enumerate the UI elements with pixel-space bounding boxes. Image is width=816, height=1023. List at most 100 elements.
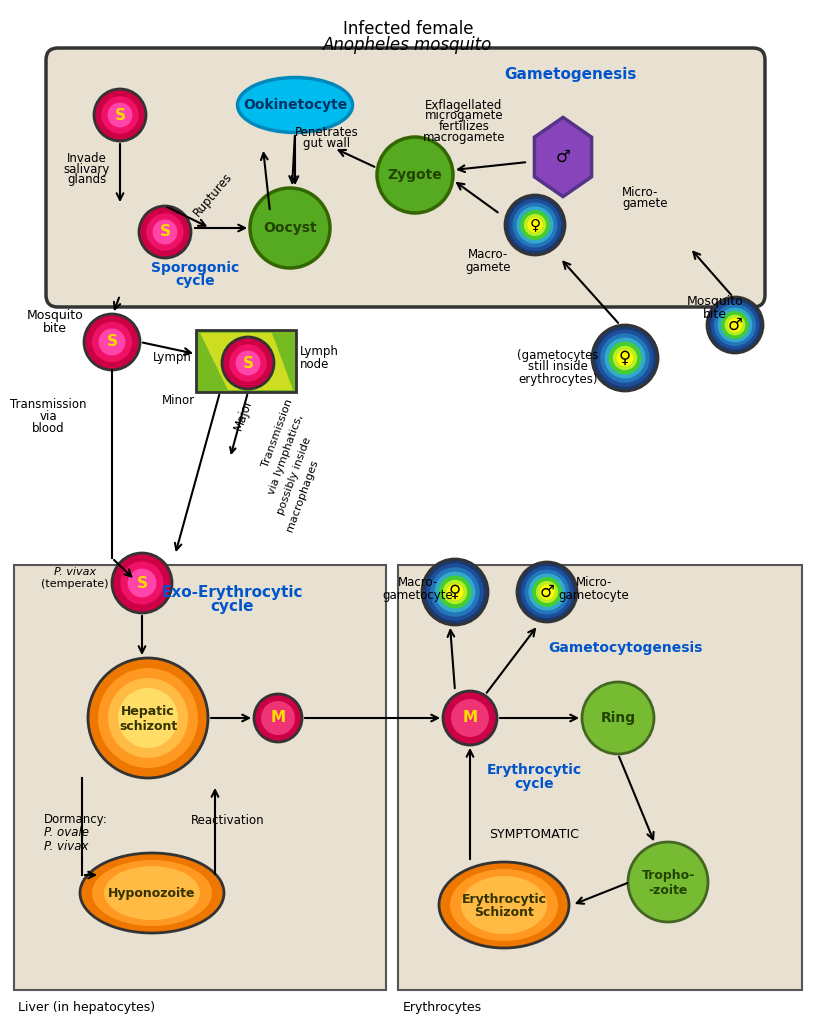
Ellipse shape [461,876,547,934]
Text: Micro-: Micro- [622,186,659,199]
Circle shape [422,559,488,625]
Circle shape [525,570,570,615]
Text: Micro-: Micro- [576,577,612,589]
Text: gamete: gamete [622,197,667,211]
Circle shape [261,701,295,735]
Circle shape [236,351,260,375]
Circle shape [596,329,654,387]
Text: Erythrocytes: Erythrocytes [403,1002,482,1015]
Text: Mosquito: Mosquito [27,310,83,322]
FancyBboxPatch shape [196,330,296,392]
Text: glands: glands [68,174,107,186]
Text: Minor: Minor [162,394,194,406]
Circle shape [539,584,555,599]
Circle shape [146,213,184,251]
Text: Macro-: Macro- [468,249,508,262]
Circle shape [250,188,330,268]
Text: microgamete: microgamete [424,109,503,123]
Circle shape [108,102,132,128]
Circle shape [520,210,550,240]
Circle shape [613,346,637,370]
Text: Tropho-: Tropho- [641,870,694,883]
Text: Liver (in hepatocytes): Liver (in hepatocytes) [18,1002,155,1015]
Text: Erythrocytic: Erythrocytic [462,892,547,905]
Ellipse shape [439,862,569,948]
Text: macrophages: macrophages [284,458,320,533]
Text: SYMPTOMATIC: SYMPTOMATIC [489,829,579,842]
Text: Lymph: Lymph [300,346,339,358]
Text: S: S [136,576,148,590]
Text: gut wall: gut wall [304,136,351,149]
Circle shape [443,580,468,605]
Circle shape [714,304,756,346]
Circle shape [707,297,763,353]
Ellipse shape [104,866,200,920]
Text: Reactivation: Reactivation [191,813,265,827]
Circle shape [609,342,641,374]
Circle shape [222,337,274,389]
FancyBboxPatch shape [46,48,765,307]
Ellipse shape [450,869,558,941]
Text: (temperate): (temperate) [42,579,109,589]
Circle shape [728,318,742,332]
Text: gametocyte: gametocyte [383,588,454,602]
Circle shape [426,564,484,621]
Text: via lymphatics,: via lymphatics, [267,413,305,496]
Circle shape [592,325,658,391]
Circle shape [512,203,557,248]
Text: cycle: cycle [211,599,254,615]
Circle shape [527,218,543,232]
Circle shape [435,572,476,613]
Text: cycle: cycle [175,274,215,288]
Circle shape [438,576,472,609]
Circle shape [84,314,140,370]
FancyBboxPatch shape [14,565,386,990]
Text: Transmission: Transmission [260,398,294,469]
Circle shape [377,137,453,213]
Text: Infected female: Infected female [343,20,473,38]
Circle shape [628,842,708,922]
Circle shape [536,581,558,604]
Text: ♀: ♀ [619,349,631,367]
Circle shape [717,308,752,343]
Text: S: S [114,107,126,123]
Circle shape [139,206,191,258]
Circle shape [229,345,267,382]
Circle shape [92,322,132,362]
Text: gamete: gamete [465,261,511,273]
Text: bite: bite [43,321,67,335]
Text: Ring: Ring [601,711,636,725]
Text: salivary: salivary [64,163,110,176]
Text: Transmission: Transmission [10,399,86,411]
Text: (gametocytes: (gametocytes [517,349,599,361]
Circle shape [430,567,480,617]
Text: schizont: schizont [119,719,177,732]
Text: Sporogonic: Sporogonic [151,261,239,275]
Circle shape [524,214,546,236]
Circle shape [521,566,573,618]
Circle shape [601,333,650,383]
Text: ♀: ♀ [449,583,461,601]
Circle shape [108,678,188,758]
Circle shape [582,682,654,754]
Circle shape [517,207,553,243]
Circle shape [101,96,139,134]
Text: Ookinetocyte: Ookinetocyte [243,98,347,112]
Ellipse shape [80,853,224,933]
Circle shape [127,569,157,597]
Circle shape [153,220,177,244]
Circle shape [98,668,198,768]
Text: ♀: ♀ [530,218,540,232]
Text: ♂: ♂ [556,148,570,166]
Text: macrogamete: macrogamete [423,132,505,144]
Circle shape [446,584,463,601]
Text: Major: Major [231,396,255,432]
Text: M: M [463,711,477,725]
Text: Zygote: Zygote [388,168,442,182]
Circle shape [711,301,760,350]
Text: Hepatic: Hepatic [122,706,175,718]
Text: S: S [107,335,118,350]
Circle shape [725,315,745,336]
Circle shape [721,311,749,339]
Text: Ruptures: Ruptures [191,171,235,220]
